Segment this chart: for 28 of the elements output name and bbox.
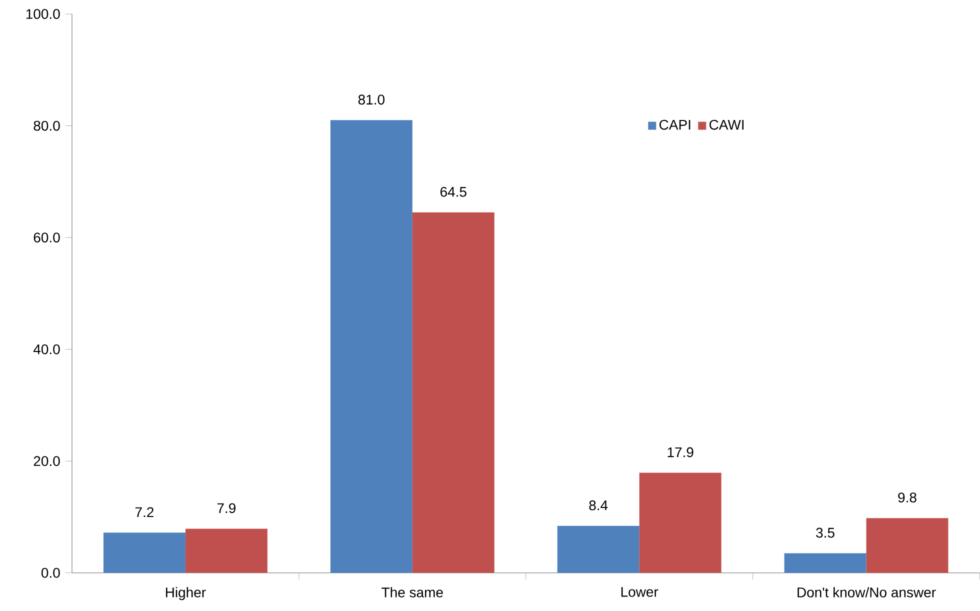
legend-label: CAPI: [660, 120, 690, 130]
legend-label: CAWI: [710, 120, 744, 130]
bar: [330, 120, 412, 573]
bar: [103, 532, 186, 573]
data-label: 9.8: [898, 492, 916, 503]
bar: [866, 518, 948, 573]
y-tick-label: 80.0: [34, 120, 60, 131]
data-label: 7.2: [135, 507, 154, 518]
y-tick-label: 60.0: [34, 232, 60, 243]
x-tick-label: Don't know/No answer: [798, 587, 936, 598]
data-label: 17.9: [668, 447, 694, 458]
y-tick-label: 0.0: [41, 568, 60, 578]
bar: [412, 212, 494, 573]
data-label: 64.5: [440, 186, 466, 197]
y-tick-label: 40.0: [33, 344, 60, 354]
bar: [784, 553, 866, 573]
y-tick-label: 20.0: [34, 456, 60, 466]
x-tick-label: Higher: [166, 587, 206, 600]
bar: [639, 472, 722, 573]
data-label: 8.4: [589, 500, 608, 510]
bar: [557, 526, 640, 573]
y-tick-label: 100.0: [26, 9, 60, 20]
data-label: 81.0: [358, 94, 384, 105]
bar: [185, 528, 268, 573]
x-tick-label: Lower: [621, 587, 658, 597]
data-label: 3.5: [816, 528, 834, 538]
data-label: 7.9: [217, 503, 236, 514]
x-tick-label: The same: [382, 587, 443, 598]
